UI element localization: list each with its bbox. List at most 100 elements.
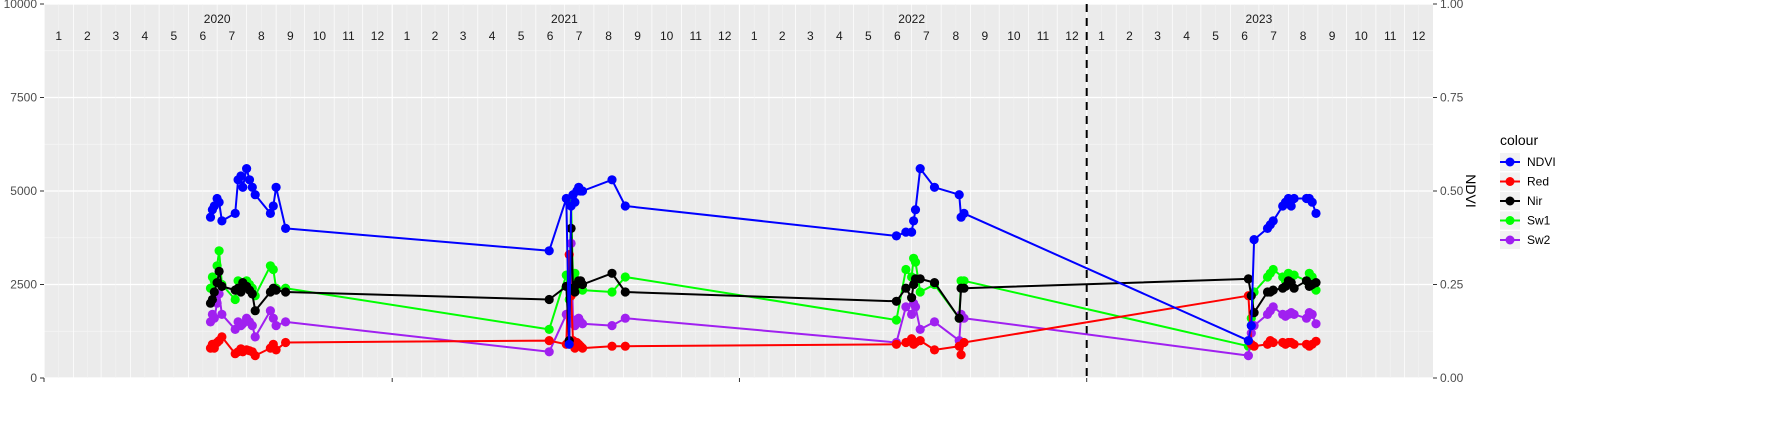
month-label: 4 [1183,29,1190,43]
month-label: 11 [342,29,355,43]
legend-label: NDVI [1527,155,1556,169]
month-label: 8 [605,29,612,43]
data-point [929,345,940,355]
y2-tick-label: 0.50 [1440,184,1464,198]
data-point [1268,216,1278,226]
data-point [891,315,902,325]
data-point [271,321,281,331]
data-point [907,309,917,319]
data-point [607,321,617,331]
month-label: 2 [432,29,439,43]
y2-tick-label: 0.25 [1440,278,1464,292]
data-point [238,182,248,192]
data-point [544,294,554,305]
data-point [217,216,227,226]
data-point [1289,339,1299,349]
data-point [607,341,617,351]
y2-tick-label: 0.00 [1440,371,1464,385]
data-point [217,281,227,291]
data-point [1243,351,1253,361]
data-point [929,317,940,327]
data-point [929,278,940,288]
y2-axis-title: NDVI [1463,174,1479,207]
y-axis-right: 0.00 0.25 0.50 0.75 1.00 [1433,0,1464,385]
data-point [236,171,246,181]
y-tick-label: 5000 [10,184,37,198]
series-ndvi [205,164,1321,349]
month-label: 5 [865,29,872,43]
month-label: 12 [1065,29,1079,43]
month-label: 3 [1154,29,1161,43]
data-point [242,164,252,174]
data-point [250,190,260,200]
data-point [1307,309,1317,319]
data-point [265,208,275,218]
data-point [901,302,911,312]
month-label: 7 [923,29,930,43]
data-point [247,321,257,331]
data-point [250,351,260,361]
month-label: 10 [1354,29,1368,43]
month-label: 2 [1126,29,1133,43]
month-label: 6 [894,29,901,43]
month-label: 12 [371,29,385,43]
month-label: 8 [953,29,960,43]
month-label: 9 [634,29,641,43]
data-point [620,201,630,211]
data-point [544,246,554,256]
data-point [907,227,917,237]
data-point [247,289,257,299]
data-point [1289,193,1299,204]
year-label: 2022 [898,12,925,26]
series-sw2 [205,238,1321,361]
month-label: 12 [1412,29,1426,43]
legend-key-point [1505,177,1515,186]
month-label: 8 [1300,29,1307,43]
data-point [1311,208,1321,218]
month-label: 4 [836,29,843,43]
data-point [265,306,275,316]
data-point [956,350,966,360]
data-point [901,264,911,275]
data-point [910,205,921,215]
month-label: 6 [200,29,207,43]
y2-tick-label: 1.00 [1440,0,1464,11]
legend-item-red: Red [1500,172,1549,191]
year-label: 2020 [204,12,231,26]
data-point [607,287,617,297]
data-point [915,164,925,174]
data-point [268,264,278,275]
data-point [1311,336,1321,346]
month-label: 6 [547,29,554,43]
data-point [910,302,921,312]
data-point [564,339,574,349]
series-nir [205,223,1321,346]
month-label: 4 [489,29,496,43]
data-point [954,190,964,200]
data-point [1246,321,1256,331]
data-point [907,293,917,303]
month-label: 7 [1270,29,1277,43]
y-tick-label: 7500 [10,91,37,105]
series-layer [205,164,1321,361]
data-point [281,223,291,233]
legend-key-point [1505,196,1515,206]
legend-title: colour [1500,132,1538,148]
month-label: 10 [313,29,327,43]
data-point [217,332,227,342]
month-labels: 1 2 3 4 5 6 7 8 9 10 11 12 1 2 3 4 5 6 7 8 9 10 11 12 1 2 3 4 5 6 7 8 9 1… [55,29,1425,43]
data-point [214,266,224,276]
data-point [959,283,969,293]
data-point [915,287,925,297]
data-point [544,336,554,346]
month-label: 9 [1329,29,1336,43]
month-label: 1 [751,29,758,43]
data-point [544,324,554,334]
data-point [1243,336,1253,346]
data-point [250,332,260,342]
legend-label: Nir [1527,194,1542,208]
month-label: 4 [142,29,149,43]
data-point [1268,302,1278,312]
legend-item-ndvi: NDVI [1500,153,1556,171]
